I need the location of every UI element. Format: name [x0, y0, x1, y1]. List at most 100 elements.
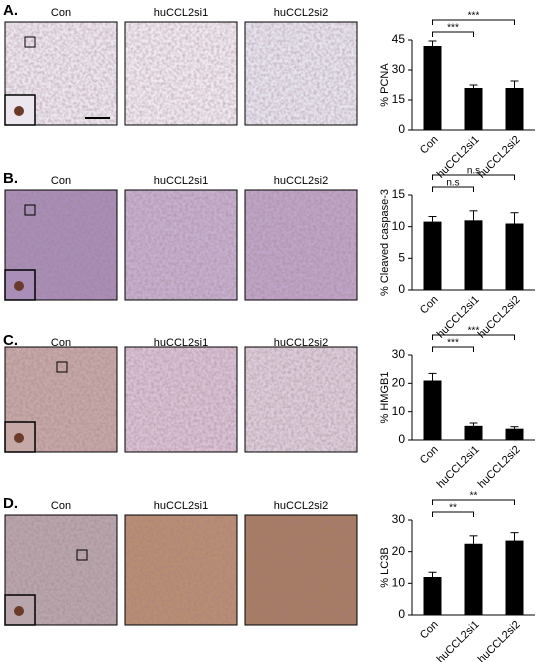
micrograph-frame: [124, 189, 238, 301]
x-tick-label: Con: [418, 444, 441, 467]
micrograph-texture: [245, 190, 357, 300]
x-tick-label: huCCL2si1: [435, 444, 482, 491]
x-tick-label: Con: [418, 134, 441, 157]
micrograph-texture: [245, 22, 357, 125]
significance-label: n.s: [467, 166, 480, 177]
bar: [423, 221, 442, 290]
significance-bracket: [432, 31, 474, 37]
image-title: huCCL2si1: [154, 337, 208, 349]
image-title: huCCL2si2: [274, 175, 328, 187]
micrograph-frame: [4, 514, 118, 626]
image-title: huCCL2si2: [274, 7, 328, 19]
significance-bracket: [432, 186, 474, 192]
significance-bracket: [432, 334, 515, 340]
inset-cell: [14, 433, 24, 443]
significance-label: n.s: [446, 178, 459, 189]
inset-marker: [56, 361, 68, 373]
panel-label: C.: [3, 332, 18, 349]
image-title: Con: [51, 500, 71, 512]
micrograph-frame: [124, 346, 238, 453]
y-axis-label: % LC3B: [379, 547, 391, 587]
y-tick-label: 10: [392, 576, 406, 590]
panel-label: A.: [3, 2, 18, 19]
y-tick-label: 30: [392, 62, 406, 76]
micrograph-frame: [244, 346, 358, 453]
significance-label: **: [470, 491, 478, 502]
micrograph-frame: [4, 21, 118, 126]
y-tick-label: 10: [392, 404, 406, 418]
bar: [505, 223, 524, 290]
significance-label: ***: [468, 11, 480, 22]
significance-bracket: [432, 19, 515, 25]
image-title: huCCL2si2: [274, 337, 328, 349]
inset-cell: [14, 106, 24, 116]
micrograph-texture: [125, 22, 237, 125]
bar: [505, 88, 524, 130]
panel-label: B.: [3, 170, 18, 187]
bar: [464, 220, 483, 290]
bar: [423, 577, 442, 615]
inset-marker: [76, 549, 88, 561]
y-tick-label: 30: [392, 512, 406, 526]
image-title: Con: [51, 7, 71, 19]
y-axis-label: % Cleaved caspase-3: [379, 189, 391, 296]
image-title: huCCL2si1: [154, 500, 208, 512]
micrograph-texture: [245, 347, 357, 452]
significance-label: ***: [468, 326, 480, 337]
y-tick-label: 15: [392, 187, 406, 201]
y-tick-label: 30: [392, 347, 406, 361]
y-tick-label: 0: [398, 432, 405, 446]
micrograph-texture: [125, 347, 237, 452]
micrograph-frame: [244, 514, 358, 626]
bar: [464, 88, 483, 130]
bar: [464, 543, 483, 615]
y-tick-label: 5: [398, 251, 405, 265]
x-tick-label: Con: [418, 294, 441, 317]
image-title: huCCL2si1: [154, 175, 208, 187]
significance-bracket: [432, 346, 474, 352]
y-axis-label: % HMGB1: [379, 372, 391, 424]
image-title: huCCL2si1: [154, 7, 208, 19]
x-tick-label: huCCL2si2: [476, 294, 523, 341]
significance-label: ***: [447, 338, 459, 349]
bar: [505, 540, 524, 615]
micrograph-frame: [244, 21, 358, 126]
x-tick-label: huCCL2si1: [435, 619, 482, 662]
y-tick-label: 0: [398, 607, 405, 621]
image-title: Con: [51, 175, 71, 187]
image-title: Con: [51, 337, 71, 349]
panel-label: D.: [3, 495, 18, 512]
x-tick-label: huCCL2si2: [476, 619, 523, 662]
significance-bracket: [432, 511, 474, 517]
micrograph-frame: [4, 346, 118, 453]
significance-label: ***: [447, 23, 459, 34]
inset-cell: [14, 606, 24, 616]
y-axis-label: % PCNA: [379, 63, 391, 107]
x-tick-label: huCCL2si2: [476, 444, 523, 491]
x-tick-label: huCCL2si2: [476, 134, 523, 181]
y-tick-label: 20: [392, 544, 406, 558]
significance-label: **: [449, 503, 457, 514]
y-tick-label: 20: [392, 376, 406, 390]
significance-bracket: [432, 174, 515, 180]
y-tick-label: 45: [392, 32, 406, 46]
bar: [423, 380, 442, 440]
bar: [464, 425, 483, 440]
micrograph-frame: [244, 189, 358, 301]
inset-marker: [24, 36, 36, 48]
micrograph-texture: [245, 515, 357, 625]
significance-bracket: [432, 499, 515, 505]
micrograph-texture: [125, 515, 237, 625]
micrograph-frame: [124, 21, 238, 126]
y-tick-label: 10: [392, 219, 406, 233]
micrograph-texture: [125, 190, 237, 300]
y-tick-label: 15: [392, 92, 406, 106]
inset-marker: [24, 204, 36, 216]
y-tick-label: 0: [398, 282, 405, 296]
bar: [423, 46, 442, 130]
image-title: huCCL2si2: [274, 500, 328, 512]
inset-cell: [14, 281, 24, 291]
micrograph-frame: [4, 189, 118, 301]
